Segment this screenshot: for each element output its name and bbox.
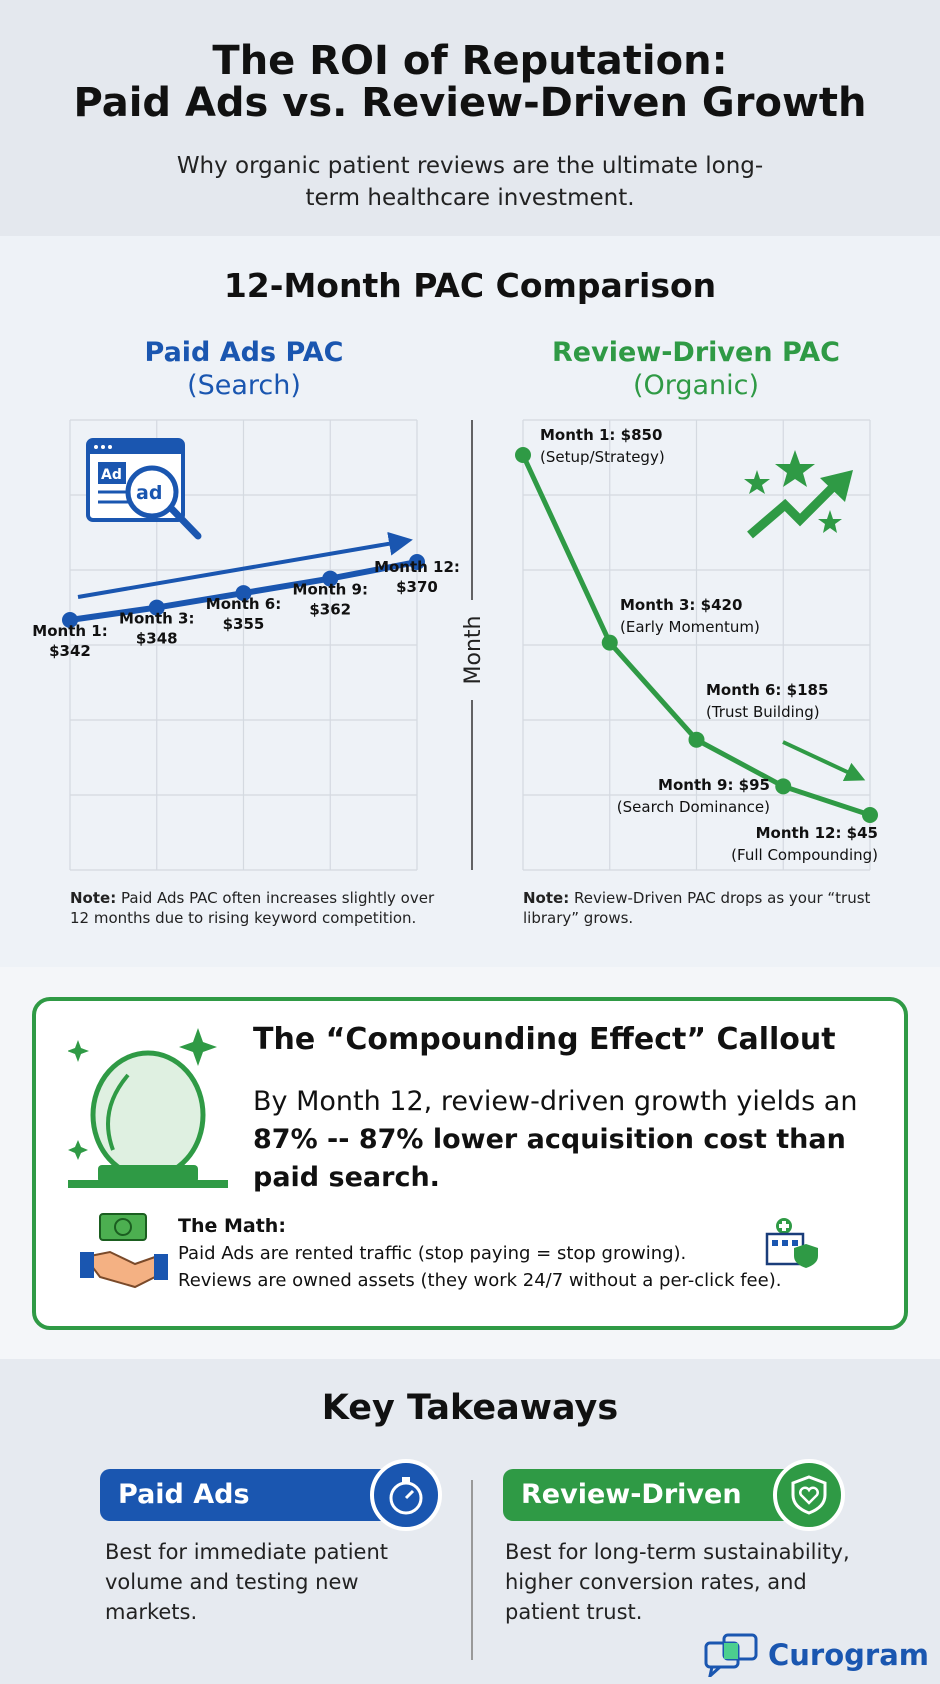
paid-ads-takeaway: Best for immediate patient volume and te… — [105, 1540, 388, 1624]
review-subtitle: (Organic) — [632, 370, 760, 401]
review-driven-pill: Review-Driven — [503, 1459, 845, 1531]
callout-body: By Month 12, review-driven growth yields… — [253, 1083, 893, 1197]
paid-point-month-6 — [235, 585, 252, 602]
page-subtitle: Why organic patient reviews are the ulti… — [176, 153, 764, 211]
review-note-label: Note: — [523, 889, 570, 907]
paid-label-month-1: Month 1: $342 — [32, 622, 107, 660]
paid-point-month-12 — [409, 554, 425, 570]
paid-ads-label: Paid Ads — [118, 1479, 250, 1510]
callout-body-text: By Month 12, review-driven growth yields… — [253, 1086, 858, 1117]
review-driven-takeaway: Best for long-term sustainability, highe… — [505, 1540, 850, 1624]
callout-title: The “Compounding Effect” Callout — [253, 1022, 836, 1057]
review-note-text: Review-Driven PAC drops as your “trust l… — [523, 889, 871, 927]
heart-shield-icon — [773, 1459, 845, 1531]
svg-text:ad: ad — [136, 482, 162, 504]
paid-note-text: Paid Ads PAC often increases slightly ov… — [70, 889, 435, 927]
paid-title: Paid Ads PAC — [144, 337, 344, 368]
stopwatch-icon — [370, 1459, 442, 1531]
paid-chart-title: Paid Ads PAC (Search) — [64, 336, 424, 402]
money-handshake-icon — [80, 1213, 168, 1289]
crystal-ball-icon — [68, 1028, 228, 1188]
brand-name: Curogram — [768, 1638, 930, 1672]
paid-label-month-6: Month 6: $355 — [206, 595, 281, 633]
review-label-month-1: Month 1: $850 (Setup/Strategy) — [540, 426, 665, 466]
review-title: Review-Driven PAC — [552, 337, 840, 368]
takeaways-title: Key Takeaways — [321, 1388, 619, 1428]
review-label-month-6: Month 6: $185 (Trust Building) — [706, 681, 828, 721]
math-lines: Paid Ads are rented traffic (stop paying… — [178, 1240, 878, 1294]
header-band — [0, 0, 940, 236]
review-point-month-12 — [862, 807, 878, 823]
svg-text:Ad: Ad — [101, 467, 122, 483]
paid-point-month-1 — [62, 612, 78, 628]
title-line-2: Paid Ads vs. Review-Driven Growth — [73, 80, 867, 126]
paid-label-month-9: Month 9: $362 — [293, 581, 368, 619]
paid-note-label: Note: — [70, 889, 117, 907]
review-point-month-1 — [515, 447, 531, 463]
review-label-month-3: Month 3: $420 (Early Momentum) — [620, 596, 760, 636]
paid-point-month-3 — [148, 599, 165, 616]
chat-bubbles-icon — [704, 1633, 758, 1677]
paid-ads-pill: Paid Ads — [100, 1459, 442, 1531]
review-point-month-9 — [775, 778, 792, 795]
ad-search-icon: Ad ad — [86, 438, 202, 540]
review-label-month-12: Month 12: $45 (Full Compounding) — [731, 824, 878, 864]
review-trend-arrow — [782, 740, 866, 781]
paid-label-month-12: Month 12: $370 — [374, 558, 460, 596]
title-line-1: The ROI of Reputation: — [212, 38, 728, 84]
hospital-shield-icon — [765, 1218, 818, 1268]
paid-point-month-9 — [322, 570, 339, 587]
stars-growth-icon — [744, 450, 853, 539]
paid-trend-arrow — [77, 531, 413, 599]
paid-label-month-3: Month 3: $348 — [119, 610, 194, 648]
review-point-month-6 — [688, 731, 705, 748]
math-title: The Math: — [178, 1215, 286, 1237]
math-line-1: Paid Ads are rented traffic (stop paying… — [178, 1243, 687, 1264]
page-title: The ROI of Reputation: Paid Ads vs. Revie… — [0, 40, 940, 124]
review-point-month-3 — [601, 634, 618, 651]
axis-label-month: Month — [461, 616, 486, 685]
review-label-month-9: Month 9: $95 (Search Dominance) — [617, 776, 770, 816]
paid-subtitle: (Search) — [187, 370, 301, 401]
review-chart-title: Review-Driven PAC (Organic) — [516, 336, 876, 402]
math-line-2: Reviews are owned assets (they work 24/7… — [178, 1270, 782, 1291]
curogram-logo: Curogram — [704, 1633, 929, 1677]
comparison-title: 12-Month PAC Comparison — [223, 266, 717, 305]
review-note: Note: Review-Driven PAC drops as your “t… — [523, 888, 903, 928]
callout-body-bold: 87% -- 87% lower acquisition cost than p… — [253, 1124, 846, 1193]
paid-note: Note: Paid Ads PAC often increases sligh… — [70, 888, 450, 928]
pac-charts: Ad ad Month 1: $342 Month 3: $348 Month 6: $3… — [32, 419, 878, 871]
review-driven-label: Review-Driven — [521, 1479, 742, 1510]
takeaways-section — [0, 1359, 940, 1684]
takeaways-divider — [471, 1480, 473, 1660]
